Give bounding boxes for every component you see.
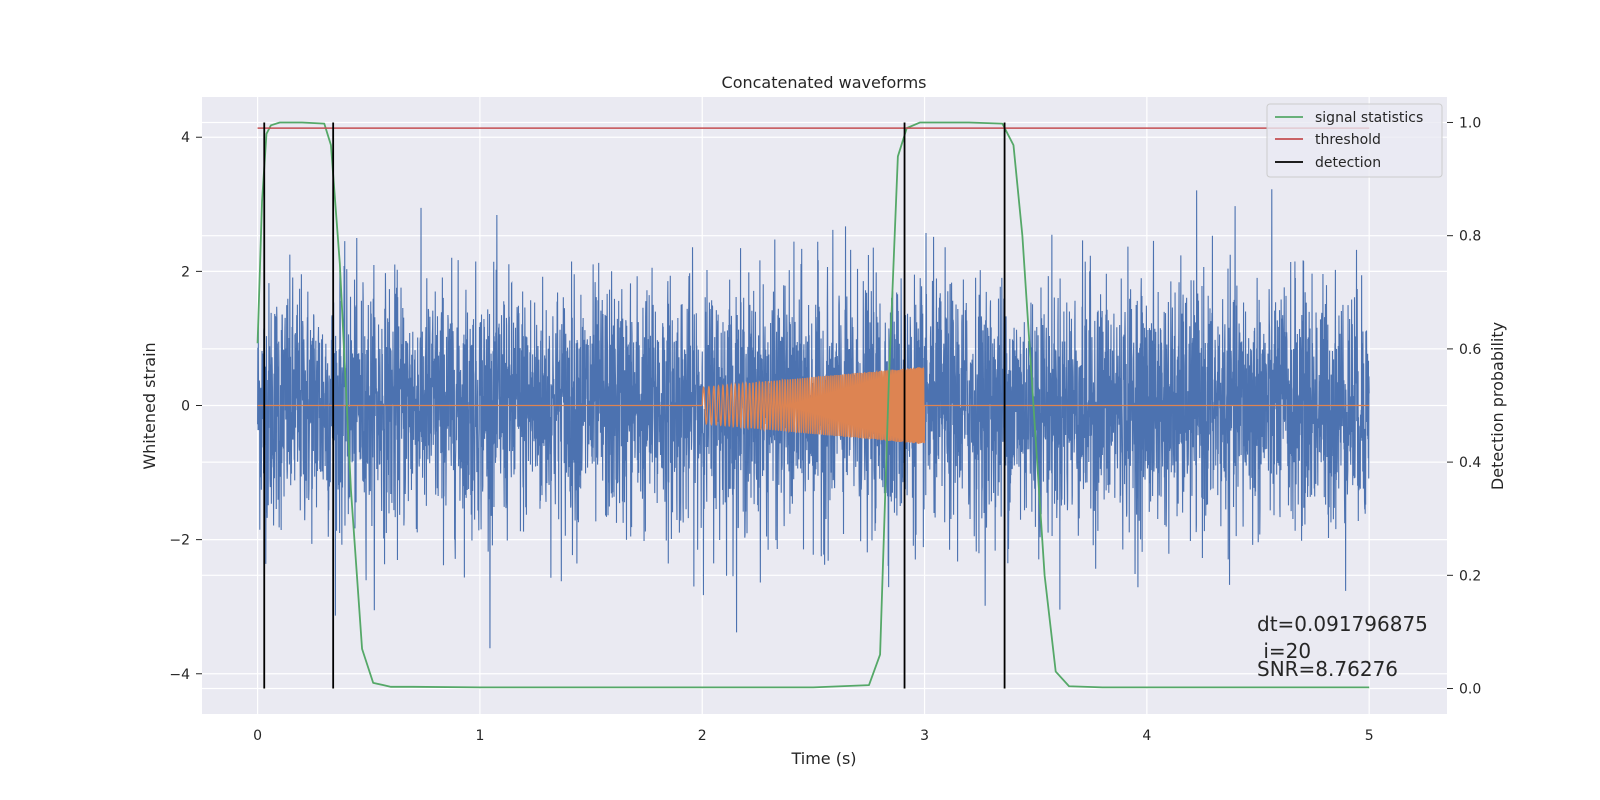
- y2-tick-label: 1.0: [1459, 115, 1481, 131]
- x-tick-label: 2: [698, 728, 707, 744]
- noise-series: [257, 189, 1370, 649]
- x-axis: 0 1 2 3 4 5: [253, 728, 1374, 744]
- y2-tick-label: 0.2: [1459, 568, 1481, 584]
- y-axis-label: Whitened strain: [140, 342, 159, 469]
- x-tick-label: 1: [475, 728, 484, 744]
- y-tick-label: −4: [169, 667, 190, 683]
- x-axis-label: Time (s): [790, 749, 856, 768]
- y2-axis-label: Detection probability: [1488, 322, 1507, 490]
- detection-series: [263, 122, 1006, 689]
- y2-tick-label: 0.6: [1459, 342, 1481, 358]
- y-axis-right: 0.0 0.2 0.4 0.6 0.8 1.0: [1447, 115, 1481, 698]
- x-tick-label: 4: [1142, 728, 1151, 744]
- y-tick-label: 4: [181, 130, 190, 146]
- y-tick-label: 0: [181, 399, 190, 415]
- y-axis-left: −4 −2 0 2 4: [169, 130, 202, 683]
- x-tick-label: 5: [1365, 728, 1374, 744]
- y-tick-label: 2: [181, 264, 190, 280]
- x-tick-label: 0: [253, 728, 262, 744]
- annotation-dt: dt=0.091796875: [1257, 612, 1428, 636]
- y2-tick-label: 0.8: [1459, 229, 1481, 245]
- y2-tick-label: 0.0: [1459, 682, 1481, 698]
- legend-label-detection: detection: [1315, 155, 1381, 171]
- x-tick-label: 3: [920, 728, 929, 744]
- legend-box: [1266, 103, 1443, 178]
- annotation-i: i=20: [1257, 639, 1311, 663]
- signal-statistics-series: [256, 121, 1370, 689]
- legend-label-threshold: threshold: [1315, 132, 1381, 148]
- injected-signal-line: [257, 366, 1370, 444]
- annotation-snr: SNR=8.76276: [1257, 657, 1398, 681]
- y2-tick-label: 0.4: [1459, 455, 1481, 471]
- chart-title: Concatenated waveforms: [722, 73, 927, 92]
- legend: signal statistics threshold detection: [1266, 103, 1443, 178]
- y-tick-label: −2: [169, 533, 190, 549]
- noise-line: [257, 189, 1370, 649]
- signal-statistics-line: [256, 121, 1370, 689]
- injected-signal-series: [257, 366, 1370, 444]
- annotation-block: dt=0.091796875 i=20 SNR=8.76276: [1257, 612, 1428, 681]
- legend-label-signal-statistics: signal statistics: [1315, 110, 1423, 126]
